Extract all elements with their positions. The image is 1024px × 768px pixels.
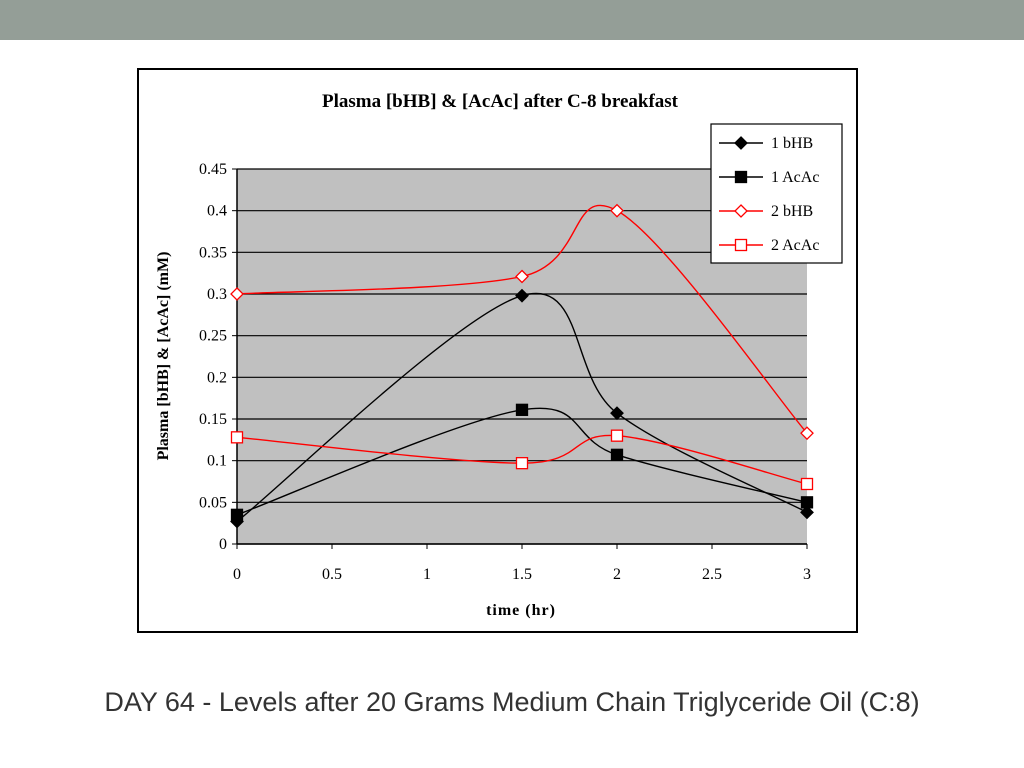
data-point-2-acac <box>610 429 624 442</box>
legend-marker <box>734 238 748 252</box>
y-axis-label: Plasma [bHB] & [AcAc] (mM) <box>155 252 172 461</box>
x-tick-label: 2.5 <box>702 566 722 583</box>
x-tick-label: 0.5 <box>322 566 342 583</box>
data-point-2-bhb <box>800 426 814 441</box>
y-tick-label: 0.05 <box>199 494 227 511</box>
series-line-1-acac <box>236 407 808 516</box>
x-tick-label: 1.5 <box>512 566 532 583</box>
data-point-2-acac <box>230 431 244 444</box>
data-point-1-acac <box>515 403 529 416</box>
legend: 1 bHB 1 AcAc 2 bHB 2 AcAc <box>710 123 843 264</box>
legend-marker <box>734 136 748 150</box>
legend-marker <box>734 204 748 218</box>
y-tick-label: 0.3 <box>207 286 227 303</box>
legend-label-2-bhb: 2 bHB <box>771 203 813 220</box>
legend-label-1-acac: 1 AcAc <box>771 169 819 186</box>
y-tick-label: 0.25 <box>199 328 227 345</box>
legend-marker <box>734 170 748 184</box>
data-point-2-bhb <box>230 287 244 301</box>
data-point-2-bhb <box>515 269 529 284</box>
data-point-1-acac <box>800 496 814 509</box>
data-point-1-bhb <box>610 406 624 421</box>
series-line-1-bhb <box>236 292 808 523</box>
y-tick-label: 0.15 <box>199 411 227 428</box>
x-tick-label: 1 <box>423 566 431 583</box>
y-tick-label: 0.4 <box>207 203 227 220</box>
y-tick-label: 0.35 <box>199 244 227 261</box>
top-band <box>0 0 1024 40</box>
y-tick-label: 0.1 <box>207 453 227 470</box>
legend-box <box>710 123 843 264</box>
data-point-2-acac <box>800 477 814 491</box>
series-line-2-bhb <box>236 204 808 434</box>
series-lines <box>236 204 808 523</box>
legend-label-2-acac: 2 AcAc <box>771 237 819 254</box>
series-markers <box>230 203 814 529</box>
data-point-1-bhb <box>515 288 529 303</box>
y-tick-label: 0 <box>219 536 227 553</box>
y-tick-label: 0.2 <box>207 369 227 386</box>
x-axis-label: time (hr) <box>486 602 556 619</box>
data-point-2-bhb <box>610 203 624 218</box>
data-point-1-acac <box>230 508 244 521</box>
slide-caption: DAY 64 - Levels after 20 Grams Medium Ch… <box>104 687 920 717</box>
legend-label-1-bhb: 1 bHB <box>771 135 813 152</box>
y-tick-label: 0.45 <box>199 161 227 178</box>
data-point-1-acac <box>610 448 624 461</box>
x-tick-label: 2 <box>613 566 621 583</box>
series-line-2-acac <box>236 434 808 485</box>
y-tick-labels: 0 0.05 0.1 0.15 0.2 0.25 0.3 0.35 0.4 0.45 <box>199 161 227 553</box>
x-tick-label: 0 <box>233 566 241 583</box>
chart-title: Plasma [bHB] & [AcAc] after C-8 breakfas… <box>322 91 679 112</box>
data-point-2-acac <box>515 457 529 470</box>
x-tick-labels: 0 0.5 1 1.5 2 2.5 3 <box>233 544 811 583</box>
x-tick-label: 3 <box>803 566 811 583</box>
data-point-1-bhb <box>800 505 814 520</box>
